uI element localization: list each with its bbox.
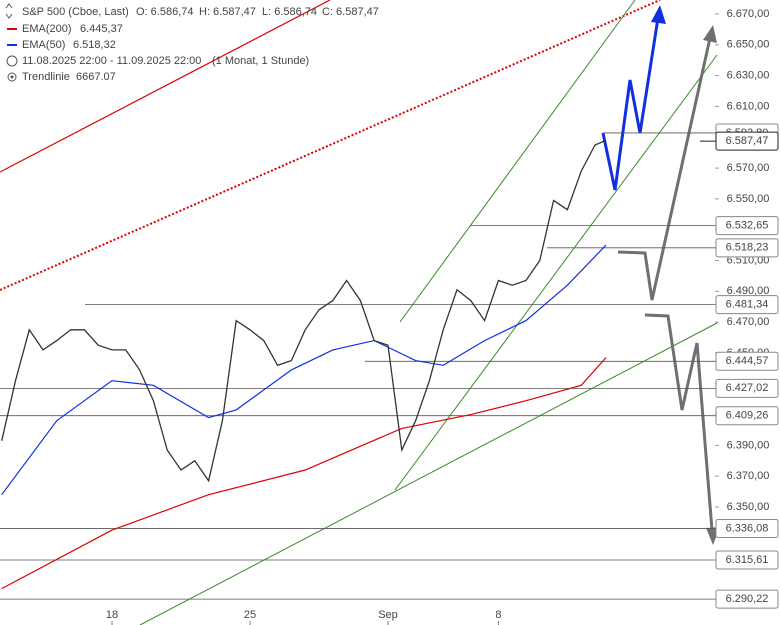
interval: (1 Monat, 1 Stunde) bbox=[212, 55, 309, 67]
x-tick-label: Sep bbox=[378, 609, 398, 621]
level-box bbox=[715, 238, 779, 258]
red-trendline bbox=[0, 0, 331, 173]
y-tick-label: 6.470,00 bbox=[727, 316, 770, 328]
gray-projection bbox=[617, 37, 712, 301]
level-box bbox=[715, 589, 779, 609]
close: C: 6.587,47 bbox=[322, 6, 379, 18]
level-box bbox=[715, 216, 779, 236]
level-box bbox=[715, 406, 779, 426]
trendline-name: Trendlinie bbox=[22, 71, 70, 83]
y-tick-label: 6.670,00 bbox=[727, 8, 770, 20]
level-label: 6.290,22 bbox=[726, 593, 769, 605]
icon bbox=[7, 72, 17, 82]
legend-value: 6.445,37 bbox=[80, 23, 123, 35]
drawings bbox=[0, 0, 720, 625]
arrow-head bbox=[651, 5, 666, 24]
level-box bbox=[715, 550, 779, 570]
icon bbox=[5, 3, 13, 19]
y-tick-label: 6.370,00 bbox=[727, 470, 770, 482]
ema-line bbox=[1, 357, 607, 590]
icon bbox=[6, 55, 18, 67]
price-line bbox=[1, 139, 607, 483]
level-box bbox=[715, 518, 779, 538]
level-label: 6.336,08 bbox=[726, 522, 769, 534]
arrow-head bbox=[703, 25, 717, 43]
level-box bbox=[715, 295, 779, 315]
red-dotted-trendline bbox=[0, 0, 661, 291]
level-label: 6.409,26 bbox=[726, 410, 769, 422]
legend: EMA(200) 6.445,37 EMA(50) 6.518,32 bbox=[7, 23, 123, 51]
ema-line bbox=[1, 244, 607, 496]
header: S&P 500 (Cboe, Last) O: 6.586,74 H: 6.58… bbox=[5, 3, 379, 83]
level-label: 6.315,61 bbox=[726, 554, 769, 566]
y-tick-label: 6.570,00 bbox=[727, 162, 770, 174]
legend-name: EMA(200) bbox=[22, 23, 72, 35]
gray-projection bbox=[644, 313, 714, 531]
y-tick-label: 6.650,00 bbox=[727, 39, 770, 51]
level-label: 6.427,02 bbox=[726, 382, 769, 394]
y-tick-label: 6.490,00 bbox=[727, 285, 770, 297]
y-tick-label: 6.610,00 bbox=[727, 100, 770, 112]
green-channel bbox=[394, 54, 718, 491]
low: L: 6.586,74 bbox=[262, 6, 317, 18]
x-tick-label: 25 bbox=[244, 609, 256, 621]
green-trendline bbox=[139, 322, 718, 625]
y-tick-label: 6.630,00 bbox=[727, 70, 770, 82]
level-label: 6.518,23 bbox=[726, 242, 769, 254]
level-label: 6.444,57 bbox=[726, 355, 769, 367]
plot: 6.670,006.650,006.630,006.610,006.590,00… bbox=[0, 8, 779, 625]
level-box bbox=[715, 351, 779, 371]
high: H: 6.587,47 bbox=[199, 6, 256, 18]
period: 11.08.2025 22:00 - 11.09.2025 22:00 bbox=[22, 55, 201, 67]
level-label: 6.481,34 bbox=[726, 299, 769, 311]
y-tick-label: 6.550,00 bbox=[727, 193, 770, 205]
legend-name: EMA(50) bbox=[22, 39, 65, 51]
y-tick-label: 6.350,00 bbox=[727, 501, 770, 513]
icon bbox=[10, 75, 14, 79]
last-price-label: 6.587,47 bbox=[726, 135, 769, 147]
x-tick-label: 18 bbox=[106, 609, 118, 621]
title: S&P 500 (Cboe, Last) bbox=[22, 6, 129, 18]
open: O: 6.586,74 bbox=[136, 6, 194, 18]
legend-value: 6.518,32 bbox=[73, 39, 116, 51]
level-box bbox=[715, 378, 779, 398]
blue-projection bbox=[601, 17, 660, 191]
green-channel bbox=[399, 0, 636, 323]
y-tick-label: 6.390,00 bbox=[727, 439, 770, 451]
last-price-box bbox=[715, 131, 779, 151]
x-tick-label: 8 bbox=[495, 609, 501, 621]
y-tick-label: 6.510,00 bbox=[727, 254, 770, 266]
trendline-value: 6667.07 bbox=[76, 71, 116, 83]
level-label: 6.532,65 bbox=[726, 220, 769, 232]
